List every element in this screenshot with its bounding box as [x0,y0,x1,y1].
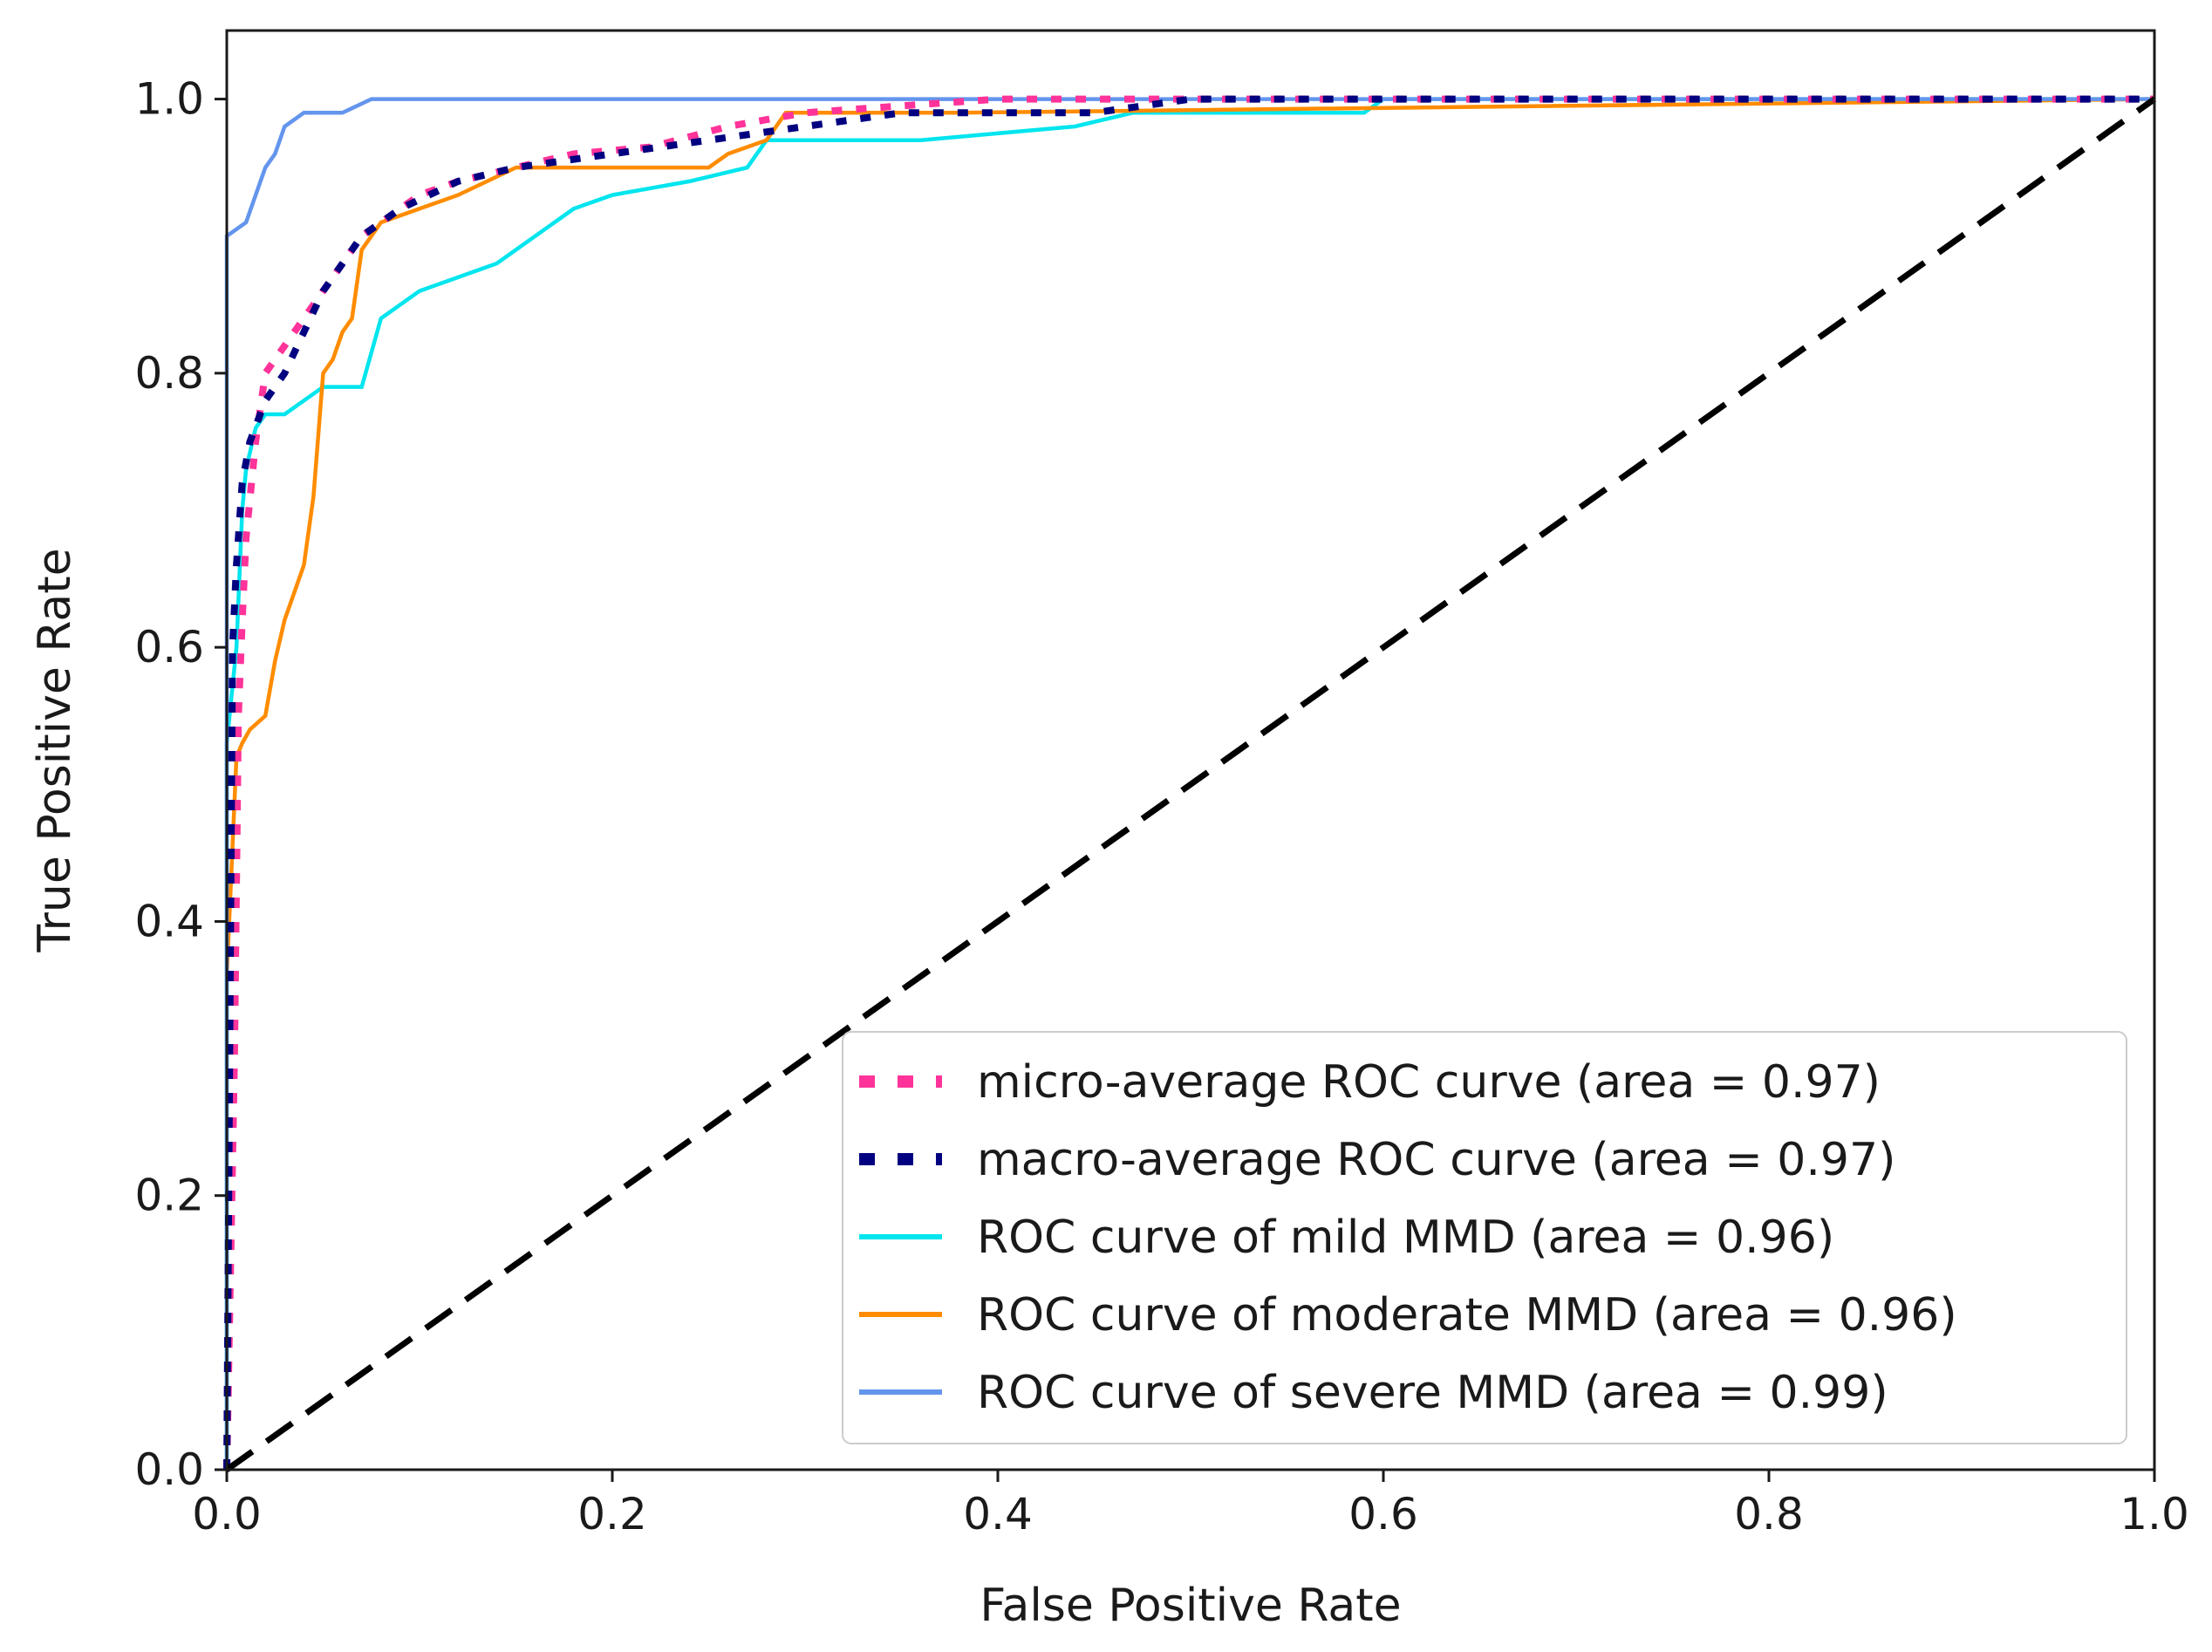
x-axis-ticks: 0.0 0.2 0.4 0.6 0.8 1.0 [192,1470,2189,1539]
series-line-curve-4 [224,97,2154,1470]
y-axis-label: True Positive Rate [29,548,81,952]
x-axis-label: False Positive Rate [980,1580,1401,1632]
y-axis-ticks: 0.0 0.2 0.4 0.6 0.8 1.0 [134,74,227,1495]
legend-frame [842,1031,2127,1444]
y-tick-label: 0.4 [134,896,204,946]
legend-label: ROC curve of mild MMD (area = 0.96) [977,1212,1834,1264]
x-tick-label: 1.0 [2120,1489,2189,1539]
series-line-curve-1 [223,95,2154,1471]
legend-label: macro-average ROC curve (area = 0.97) [977,1134,1895,1186]
y-tick-label: 0.0 [134,1444,204,1495]
y-tick-label: 0.2 [134,1171,204,1221]
series-line-curve-0 [223,95,2154,1471]
x-tick-label: 0.4 [963,1489,1033,1539]
x-tick-label: 0.8 [1734,1489,1804,1539]
x-tick-label: 0.0 [192,1489,262,1539]
legend: micro-average ROC curve (area = 0.97) mac… [842,1031,2127,1444]
y-tick-label: 1.0 [134,74,204,125]
series-layer [223,95,2157,1472]
series-line-curve-3 [224,97,2155,977]
series-line-curve-2 [224,97,2154,1470]
legend-label: micro-average ROC curve (area = 0.97) [977,1056,1881,1109]
x-tick-label: 0.6 [1348,1489,1418,1539]
legend-label: ROC curve of severe MMD (area = 0.99) [977,1367,1888,1419]
x-tick-label: 0.2 [577,1489,647,1539]
y-tick-label: 0.6 [134,622,204,672]
legend-label: ROC curve of moderate MMD (area = 0.96) [977,1289,1957,1341]
plot-frame [225,29,2156,1471]
series-line-chance [224,96,2157,1472]
y-tick-label: 0.8 [134,348,204,399]
